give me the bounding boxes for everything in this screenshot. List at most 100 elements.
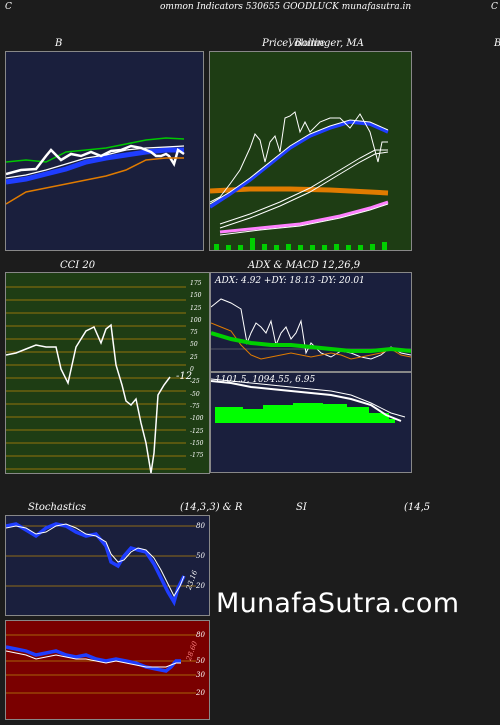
macd-histogram-bar	[389, 419, 395, 423]
cci-axis: 175 150 125 100 75 50 25 0 -25 -50 -75 -…	[190, 278, 210, 462]
macd-histogram-bar	[323, 404, 347, 423]
macd-histogram-bar	[293, 403, 323, 423]
cci-tick-0: 0	[190, 366, 194, 374]
price-right-letter: B	[494, 38, 500, 49]
macd-line	[211, 380, 402, 422]
volume-bar	[322, 245, 327, 250]
header-letter-right: C	[491, 2, 498, 12]
rsi-panel-label: SI	[296, 502, 307, 513]
rsi-blue	[6, 645, 181, 673]
macd-signal-line	[211, 378, 406, 418]
bollinger-price	[6, 144, 185, 176]
price-band-white-1	[219, 149, 388, 225]
cci-line	[6, 323, 171, 473]
cci-tick-50: 50	[190, 341, 198, 349]
stochastics-tick-20: 20	[196, 582, 205, 590]
cci-tick-neg50: -50	[190, 390, 200, 398]
macd-readout: 1101.5, 1094.55, 6.95	[215, 375, 316, 385]
volume-bar	[214, 244, 219, 250]
page-title: ommon Indicators 530655 GOODLUCK munafas…	[160, 2, 412, 12]
stochastics-d-white	[6, 523, 185, 598]
cci-chart	[6, 286, 186, 473]
header-letter-left: C	[5, 2, 12, 12]
rsi-panel: 28.60 80 50 30 20	[5, 620, 210, 720]
stochastics-tick-50: 50	[196, 552, 205, 560]
price-ma-pink	[219, 200, 389, 234]
bollinger-ma-blue	[6, 147, 184, 185]
bollinger-chart	[6, 137, 185, 205]
cci-tick-175: 175	[190, 280, 202, 287]
volume-bar	[286, 244, 291, 250]
bollinger-ma-white	[6, 145, 185, 179]
cci-current-value: -12	[176, 371, 193, 382]
bollinger-panel	[5, 51, 204, 251]
cci-tick-neg100: -100	[190, 415, 204, 423]
macd-histogram-bar	[369, 413, 389, 423]
bollinger-panel-label: B	[55, 38, 63, 49]
adx-line-green	[211, 331, 411, 353]
adx-plus-di-white	[211, 298, 411, 360]
adx-panel-label: ADX & MACD 12,26,9	[248, 260, 361, 271]
cci-tick-neg25: -25	[190, 378, 200, 386]
stochastics-params: (14,3,3) & R	[180, 502, 243, 513]
price-upper-blue	[210, 120, 389, 209]
watermark-text: MunafaSutra.com	[216, 588, 460, 619]
rsi-white	[6, 650, 181, 668]
rsi-tick-30: 30	[196, 671, 205, 679]
cci-tick-neg125: -125	[190, 427, 204, 435]
macd-histogram-bar	[215, 407, 243, 423]
rsi-tick-50: 50	[196, 657, 205, 665]
price-panel	[209, 51, 412, 251]
price-band-white-2	[219, 151, 389, 229]
volume-bars	[214, 238, 387, 250]
volume-bar	[334, 244, 339, 250]
cci-tick-75: 75	[190, 329, 198, 337]
price-panel-label: Price, Bollinger, MA	[262, 38, 364, 49]
volume-bar	[382, 242, 387, 250]
volume-bar	[238, 245, 243, 250]
stochastics-panel-label: Stochastics	[28, 502, 86, 513]
adx-panel: ADX: 4.92 +DY: 18.13 -DY: 20.01	[210, 272, 412, 372]
stochastics-k-blue	[6, 522, 186, 607]
bollinger-upper-band	[6, 137, 185, 163]
macd-chart	[211, 378, 406, 423]
macd-panel: 1101.5, 1094.55, 6.95	[210, 372, 412, 473]
volume-bar	[346, 245, 351, 250]
volume-overlay-label: Volume	[288, 38, 326, 49]
stochastics-chart	[6, 522, 196, 607]
price-line	[210, 111, 388, 203]
volume-bar	[370, 244, 375, 250]
price-ma-orange	[210, 186, 389, 196]
volume-bar	[262, 244, 267, 250]
price-upper-white	[210, 119, 389, 205]
volume-bar	[298, 245, 303, 250]
cci-tick-25: 25	[190, 353, 198, 361]
cci-gridlines	[6, 286, 186, 470]
macd-histogram-bar	[243, 409, 263, 423]
volume-bar	[274, 245, 279, 250]
adx-minus-di-orange	[211, 322, 411, 360]
cci-panel-label: CCI 20	[60, 260, 96, 271]
cci-tick-neg150: -150	[190, 439, 204, 447]
macd-histogram-bar	[263, 405, 293, 423]
volume-bar	[226, 245, 231, 250]
stochastics-panel: 23.16 80 50 20	[5, 515, 210, 616]
rsi-tick-20: 20	[196, 689, 205, 697]
price-ma-white-lower	[219, 203, 389, 236]
rsi-tick-80: 80	[196, 631, 205, 639]
rsi-gridlines	[6, 634, 196, 694]
bollinger-lower-band	[6, 157, 184, 205]
volume-bar	[358, 245, 363, 250]
rsi-params: (14,5	[404, 502, 431, 513]
volume-bar	[250, 238, 255, 250]
cci-tick-150: 150	[190, 292, 202, 300]
cci-tick-125: 125	[190, 304, 202, 312]
adx-chart	[211, 298, 411, 360]
cci-tick-neg75: -75	[190, 402, 200, 410]
macd-histogram-bar	[347, 407, 369, 423]
price-chart	[210, 111, 389, 250]
adx-readout: ADX: 4.92 +DY: 18.13 -DY: 20.01	[215, 276, 365, 286]
macd-histogram	[215, 403, 395, 423]
volume-bar	[310, 245, 315, 250]
stochastics-tick-80: 80	[196, 522, 205, 530]
